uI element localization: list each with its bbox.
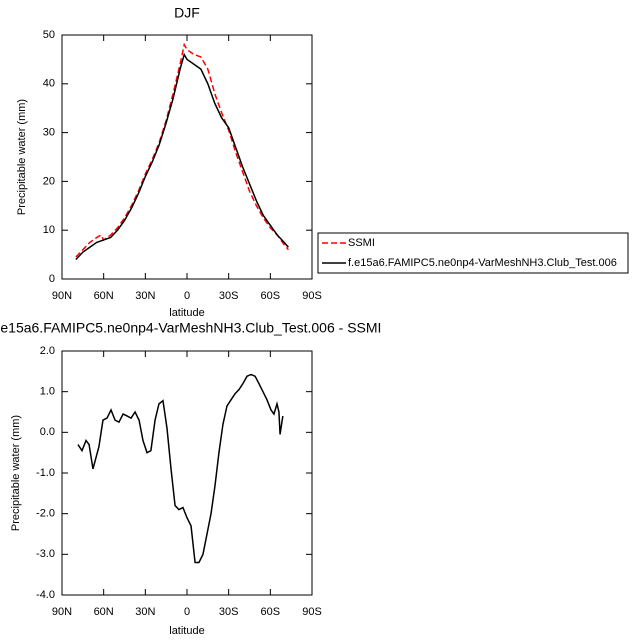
data-line <box>75 52 289 260</box>
x-tick-label: 0 <box>184 290 190 302</box>
chart-title: f.e15a6.FAMIPC5.ne0np4-VarMeshNH3.Club_T… <box>0 320 381 336</box>
x-tick-label: 60S <box>261 606 281 618</box>
y-tick-label: -1.0 <box>36 467 55 479</box>
x-tick-label: 60S <box>261 290 281 302</box>
x-axis-label: latitude <box>169 625 204 637</box>
y-tick-label: 2.0 <box>40 345 55 357</box>
x-tick-label: 30S <box>219 290 239 302</box>
y-tick-label: 1.0 <box>40 386 55 398</box>
data-line <box>75 42 289 258</box>
y-tick-label: -4.0 <box>36 589 55 601</box>
chart-title: DJF <box>174 5 200 21</box>
plot-frame <box>61 350 313 596</box>
x-tick-label: 90N <box>52 606 72 618</box>
y-tick-label: 10 <box>43 224 55 236</box>
x-tick-label: 60N <box>94 606 114 618</box>
x-tick-label: 90N <box>52 290 72 302</box>
legend-box <box>317 232 629 274</box>
x-tick-label: 30S <box>219 606 239 618</box>
y-tick-label: 0 <box>49 273 55 285</box>
y-axis-label: Precipitable water (mm) <box>16 99 28 215</box>
plot-frame <box>61 34 313 280</box>
x-tick-label: 90S <box>302 606 322 618</box>
y-tick-label: 30 <box>43 127 55 139</box>
y-tick-label: -3.0 <box>36 548 55 560</box>
y-tick-label: 50 <box>43 29 55 41</box>
y-axis-label: Precipitable water (mm) <box>10 415 22 531</box>
y-tick-label: -2.0 <box>36 508 55 520</box>
x-tick-label: 60N <box>94 290 114 302</box>
x-tick-label: 30N <box>135 606 155 618</box>
y-tick-label: 40 <box>43 78 55 90</box>
legend-label: f.e15a6.FAMIPC5.ne0np4-VarMeshNH3.Club_T… <box>348 257 617 269</box>
x-axis-label: latitude <box>169 307 204 319</box>
legend-label: SSMI <box>348 237 375 249</box>
y-tick-label: 0.0 <box>40 426 55 438</box>
y-tick-label: 20 <box>43 175 55 187</box>
x-tick-label: 0 <box>184 606 190 618</box>
x-tick-label: 30N <box>135 290 155 302</box>
data-line <box>77 373 284 564</box>
x-tick-label: 90S <box>302 290 322 302</box>
